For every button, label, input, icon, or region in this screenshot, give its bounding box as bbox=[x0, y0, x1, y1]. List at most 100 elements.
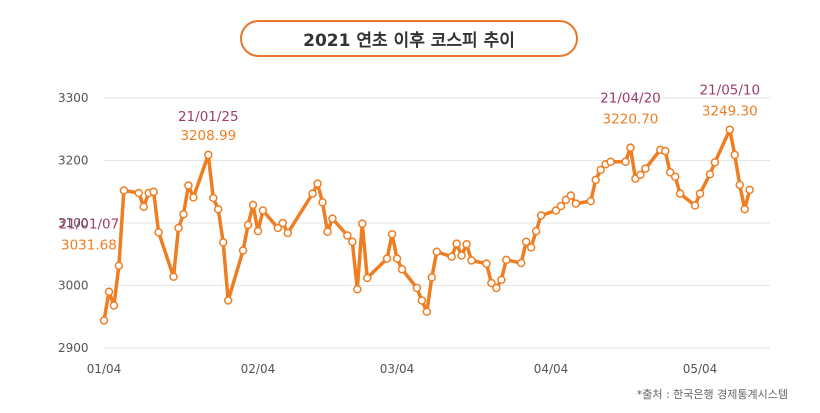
data-point bbox=[412, 283, 422, 293]
x-tick-label: 05/04 bbox=[683, 362, 718, 376]
data-point bbox=[353, 285, 362, 294]
data-point bbox=[690, 201, 700, 210]
data-point bbox=[502, 255, 511, 265]
data-point bbox=[695, 189, 705, 198]
data-point bbox=[223, 296, 233, 305]
annotation-date: 21/01/25 bbox=[178, 109, 239, 125]
data-point bbox=[482, 259, 491, 268]
data-point bbox=[660, 146, 670, 156]
data-point bbox=[705, 170, 715, 179]
data-point bbox=[213, 205, 223, 214]
data-point bbox=[710, 158, 720, 167]
data-point bbox=[566, 191, 576, 200]
data-point bbox=[427, 273, 437, 282]
y-tick-label: 2900 bbox=[58, 341, 89, 355]
data-point bbox=[521, 237, 531, 246]
series-line bbox=[102, 127, 752, 323]
annotation-value: 3031.68 bbox=[61, 238, 117, 254]
data-point bbox=[134, 188, 144, 198]
data-point bbox=[99, 316, 109, 325]
data-point bbox=[447, 252, 456, 261]
y-tick-label: 3300 bbox=[58, 91, 89, 105]
data-point bbox=[179, 210, 188, 219]
data-point bbox=[725, 125, 735, 134]
data-point bbox=[258, 206, 268, 215]
data-point bbox=[248, 200, 258, 210]
data-point bbox=[740, 205, 749, 214]
y-tick-label: 3200 bbox=[58, 154, 89, 168]
data-point bbox=[218, 238, 228, 247]
data-point bbox=[328, 214, 337, 223]
data-point bbox=[432, 247, 442, 256]
data-point bbox=[586, 196, 595, 206]
data-point bbox=[238, 246, 248, 255]
data-point bbox=[670, 172, 680, 181]
x-tick-label: 02/04 bbox=[241, 362, 276, 376]
data-point bbox=[313, 179, 322, 188]
data-point bbox=[556, 201, 566, 211]
data-point bbox=[462, 240, 471, 249]
data-point bbox=[114, 261, 124, 270]
data-point bbox=[516, 258, 526, 268]
data-point bbox=[392, 254, 402, 263]
data-point bbox=[497, 275, 506, 285]
annotation-value: 3208.99 bbox=[180, 128, 236, 144]
annotation-date: 21/05/10 bbox=[699, 83, 760, 99]
data-point bbox=[189, 193, 198, 202]
data-point bbox=[621, 157, 630, 166]
data-point bbox=[526, 243, 536, 252]
data-point bbox=[149, 187, 158, 196]
data-point bbox=[745, 185, 754, 195]
data-point bbox=[531, 226, 541, 236]
data-point bbox=[104, 287, 114, 296]
x-tick-label: 03/04 bbox=[380, 362, 415, 376]
annotation-date: 21/01/07 bbox=[59, 217, 120, 233]
data-point bbox=[209, 193, 218, 203]
data-point bbox=[273, 223, 283, 233]
data-point bbox=[358, 219, 367, 228]
data-point bbox=[323, 227, 332, 236]
data-point bbox=[591, 175, 600, 185]
annotation-value: 3220.70 bbox=[603, 112, 659, 128]
data-point bbox=[397, 265, 407, 274]
data-point bbox=[362, 273, 372, 283]
data-point bbox=[278, 218, 288, 228]
data-point bbox=[119, 186, 129, 195]
data-point bbox=[571, 199, 581, 208]
data-point bbox=[422, 307, 432, 316]
data-point bbox=[452, 239, 461, 248]
data-point bbox=[382, 254, 392, 263]
annotation-date: 21/04/20 bbox=[600, 91, 661, 107]
data-point bbox=[283, 228, 293, 238]
source-note: *출처 : 한국은행 경제통계시스템 bbox=[636, 388, 788, 401]
data-point bbox=[492, 283, 501, 293]
y-tick-label: 3000 bbox=[58, 279, 89, 293]
data-point bbox=[204, 150, 213, 160]
data-point bbox=[487, 278, 496, 288]
data-point bbox=[675, 189, 685, 198]
y-tick-label: 3100 bbox=[58, 216, 89, 230]
x-tick-label: 01/04 bbox=[87, 362, 122, 376]
data-point bbox=[735, 180, 744, 190]
data-point bbox=[467, 256, 476, 265]
data-point bbox=[387, 230, 397, 239]
data-point bbox=[417, 296, 427, 305]
chart-title: 2021 연초 이후 코스피 추이 bbox=[240, 20, 578, 57]
data-point bbox=[626, 143, 635, 152]
data-point bbox=[596, 165, 605, 175]
data-point bbox=[174, 223, 183, 233]
data-point bbox=[536, 211, 546, 220]
data-point bbox=[243, 220, 253, 230]
data-point bbox=[139, 202, 148, 211]
data-point bbox=[730, 150, 740, 160]
data-point bbox=[169, 272, 178, 281]
data-point bbox=[636, 170, 645, 180]
data-point bbox=[308, 189, 317, 198]
x-tick-label: 04/04 bbox=[534, 362, 569, 376]
data-point bbox=[154, 228, 163, 237]
data-point bbox=[318, 198, 327, 207]
data-point bbox=[253, 226, 263, 236]
data-point bbox=[348, 237, 357, 246]
data-point bbox=[343, 231, 352, 240]
data-point bbox=[606, 157, 615, 166]
